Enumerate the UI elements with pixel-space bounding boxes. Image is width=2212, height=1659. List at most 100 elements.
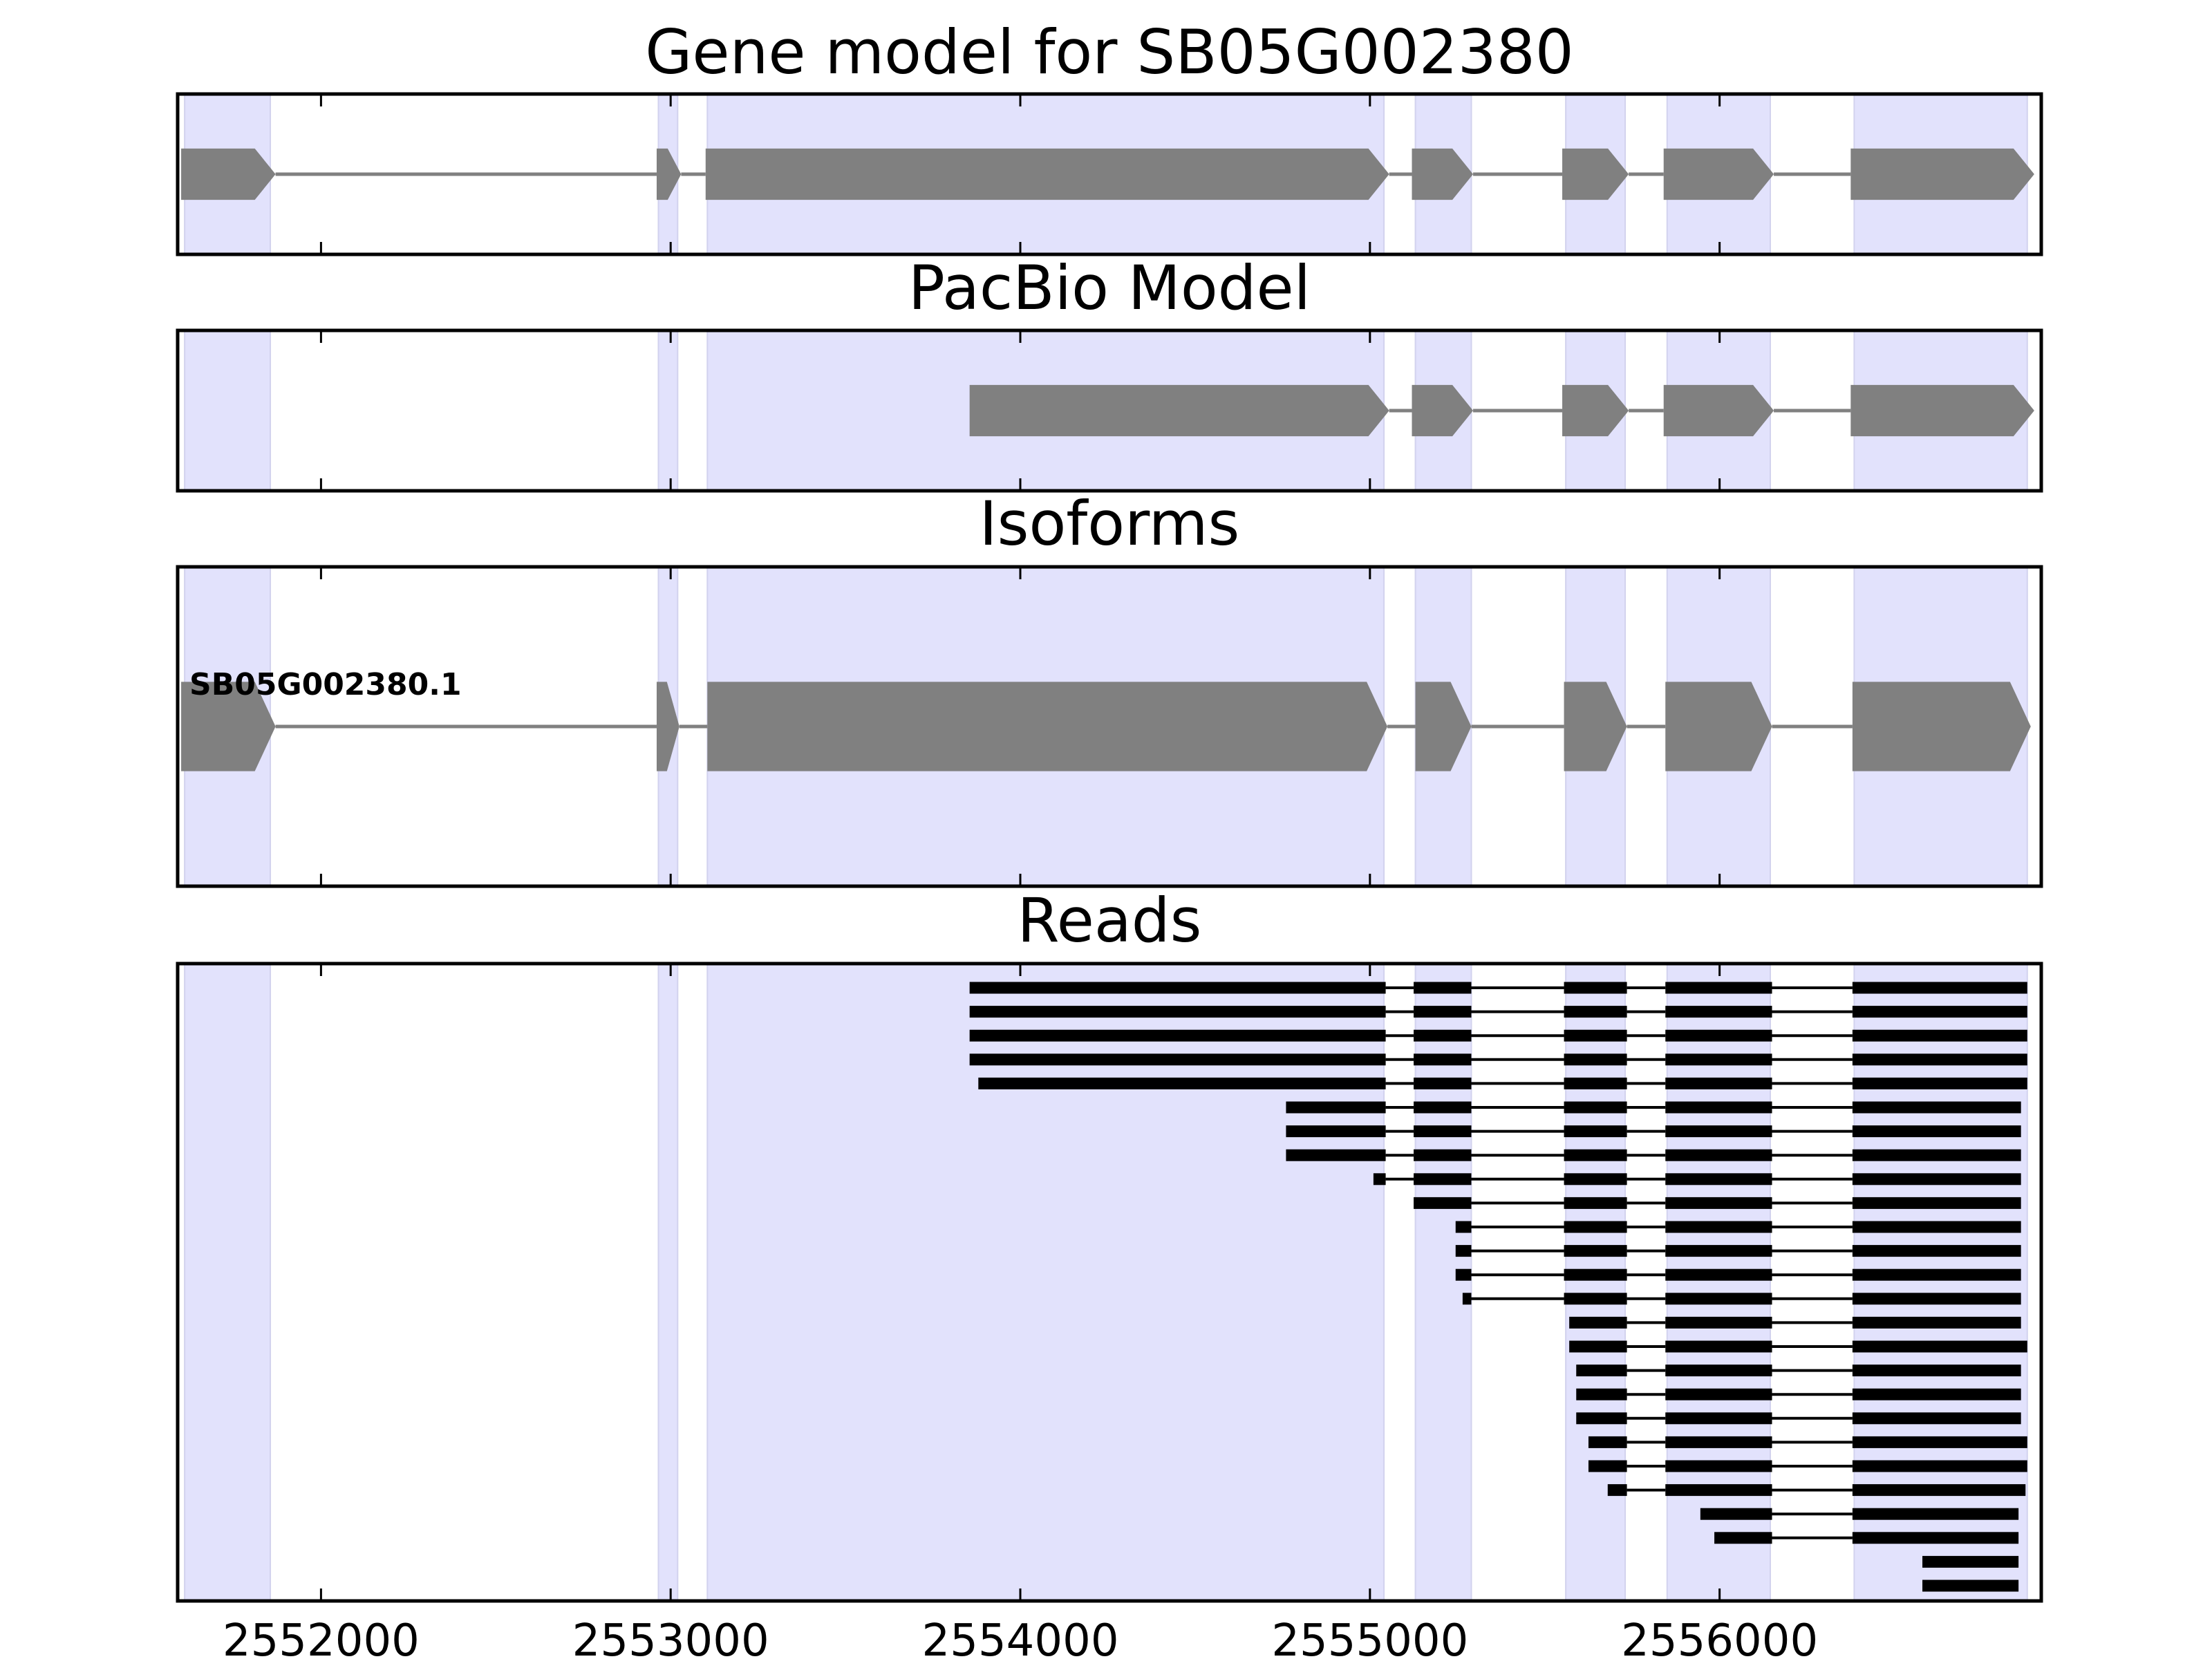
read-segment bbox=[1576, 1412, 1627, 1425]
read-segment bbox=[1414, 1053, 1472, 1066]
read-segment bbox=[969, 1029, 1386, 1042]
read-segment bbox=[1588, 1436, 1627, 1448]
pacbio-model-frame bbox=[176, 328, 2043, 493]
read-segment bbox=[1665, 1436, 1772, 1448]
exon-block bbox=[181, 682, 276, 771]
read-segment bbox=[969, 1053, 1386, 1066]
read-segment bbox=[1922, 1580, 2019, 1592]
reads-frame bbox=[176, 962, 2043, 1603]
read-segment bbox=[1665, 1316, 1772, 1329]
read-segment bbox=[1455, 1268, 1472, 1281]
exon-block bbox=[1665, 682, 1772, 771]
read-segment bbox=[1286, 1101, 1386, 1114]
read-segment bbox=[1564, 1245, 1627, 1257]
read-segment bbox=[1414, 1197, 1472, 1209]
exon-region-band bbox=[657, 330, 679, 491]
exon-block bbox=[1850, 148, 2034, 200]
read-segment bbox=[1414, 1029, 1472, 1042]
read-segment bbox=[1852, 1006, 2027, 1018]
exon-block bbox=[705, 148, 1389, 200]
isoforms-title: Isoforms bbox=[980, 488, 1240, 559]
exon-block bbox=[1564, 682, 1627, 771]
read-segment bbox=[1700, 1508, 1772, 1520]
read-segment bbox=[1852, 982, 2027, 994]
read-segment bbox=[1607, 1484, 1627, 1497]
read-segment bbox=[1665, 1006, 1772, 1018]
read-segment bbox=[1852, 1245, 2021, 1257]
gene-model-frame bbox=[176, 92, 2043, 256]
read-segment bbox=[1852, 1149, 2021, 1161]
read-segment bbox=[1564, 1173, 1627, 1185]
read-segment bbox=[1576, 1388, 1627, 1400]
read-segment bbox=[1852, 1340, 2027, 1353]
read-segment bbox=[1569, 1316, 1627, 1329]
read-segment bbox=[1665, 1412, 1772, 1425]
exon-region-band bbox=[184, 330, 272, 491]
read-segment bbox=[1564, 1101, 1627, 1114]
reads-panel bbox=[176, 962, 2043, 1603]
read-segment bbox=[1665, 1173, 1772, 1185]
read-segment bbox=[1852, 1173, 2021, 1185]
read-segment bbox=[1852, 1053, 2027, 1066]
exon-block bbox=[1663, 148, 1774, 200]
exon-block bbox=[1850, 384, 2034, 437]
read-segment bbox=[1414, 1077, 1472, 1089]
read-segment bbox=[1564, 1293, 1627, 1305]
reads-title: Reads bbox=[1018, 885, 1202, 956]
read-segment bbox=[969, 982, 1386, 994]
read-segment bbox=[1665, 1245, 1772, 1257]
exon-block bbox=[1562, 148, 1629, 200]
read-segment bbox=[1665, 1388, 1772, 1400]
read-segment bbox=[1564, 982, 1627, 994]
read-segment bbox=[1665, 1365, 1772, 1377]
read-segment bbox=[1286, 1125, 1386, 1138]
gene-model-panel bbox=[176, 92, 2043, 256]
read-segment bbox=[1852, 1077, 2027, 1089]
read-segment bbox=[1414, 1173, 1472, 1185]
read-segment bbox=[1455, 1245, 1472, 1257]
read-segment bbox=[969, 1006, 1386, 1018]
exon-region-band bbox=[706, 963, 1385, 1602]
read-segment bbox=[1455, 1221, 1472, 1233]
x-tick-label: 2556000 bbox=[1621, 1615, 1818, 1659]
exon-block bbox=[1663, 384, 1774, 437]
read-segment bbox=[1852, 1101, 2021, 1114]
read-segment bbox=[1852, 1460, 2027, 1472]
x-tick-label: 2552000 bbox=[223, 1615, 420, 1659]
read-segment bbox=[1665, 1125, 1772, 1138]
read-segment bbox=[1564, 1077, 1627, 1089]
read-segment bbox=[1665, 1460, 1772, 1472]
read-segment bbox=[1665, 1221, 1772, 1233]
exon-block bbox=[969, 384, 1389, 437]
read-segment bbox=[1564, 1221, 1627, 1233]
read-segment bbox=[1665, 1268, 1772, 1281]
exon-block bbox=[1415, 682, 1472, 771]
read-segment bbox=[1852, 1125, 2021, 1138]
exon-region-band bbox=[657, 963, 679, 1602]
read-segment bbox=[1414, 1149, 1472, 1161]
read-segment bbox=[1852, 1365, 2021, 1377]
exon-block bbox=[181, 148, 276, 200]
read-segment bbox=[1665, 1340, 1772, 1353]
isoforms-frame bbox=[176, 565, 2043, 888]
reads-ticks bbox=[319, 964, 1721, 1601]
gene-model-ticks bbox=[319, 94, 1721, 254]
read-segment bbox=[1569, 1340, 1627, 1353]
read-segment bbox=[1665, 1293, 1772, 1305]
gene-model-title: Gene model for SB05G002380 bbox=[645, 17, 1574, 88]
gene-model-features bbox=[181, 148, 2034, 200]
read-segment bbox=[1665, 1077, 1772, 1089]
exon-block bbox=[707, 682, 1388, 771]
read-segment bbox=[1564, 1053, 1627, 1066]
read-segment bbox=[1852, 1268, 2021, 1281]
exon-region-band bbox=[1414, 963, 1472, 1602]
read-segment bbox=[1665, 1484, 1772, 1497]
read-segment bbox=[1852, 1316, 2021, 1329]
read-segment bbox=[1286, 1149, 1386, 1161]
x-tick-label: 2553000 bbox=[572, 1615, 769, 1659]
exon-block bbox=[1412, 384, 1474, 437]
x-tick-label: 2554000 bbox=[922, 1615, 1119, 1659]
reads-features bbox=[969, 982, 2027, 1592]
read-segment bbox=[1714, 1532, 1772, 1544]
